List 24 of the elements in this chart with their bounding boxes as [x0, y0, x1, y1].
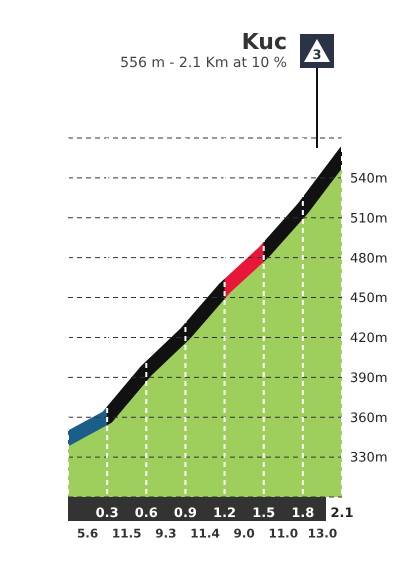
x-tick-label: 1.2: [213, 506, 236, 521]
text: 5.6: [76, 526, 98, 541]
text: 9.0: [234, 526, 255, 541]
y-tick-label: 420m: [350, 331, 388, 346]
y-tick-label: 330m: [350, 450, 388, 466]
text: 11.0: [268, 526, 298, 541]
chart-title: Kuc: [240, 30, 287, 55]
x-tick-label: 0.6: [134, 506, 158, 521]
y-tick-label: 390m: [350, 370, 388, 386]
x-tick-label: 0.9: [174, 506, 197, 521]
y-tick-label: 510m: [350, 211, 388, 226]
text: 11.5: [112, 526, 142, 541]
text: 9.3: [155, 526, 176, 541]
x-tick-label: 1.5: [252, 506, 276, 521]
text: 11.4: [190, 526, 220, 541]
y-tick-label: 540m: [350, 172, 388, 187]
text: 13.0: [308, 526, 338, 541]
x-tick-label: 0.3: [96, 506, 119, 521]
y-tick-label: 450m: [350, 291, 388, 306]
y-tick-label: 360m: [350, 410, 388, 426]
chart-subtitle: 556 m - 2.1 Km at 10 %: [120, 55, 287, 71]
y-tick-label: 480m: [350, 251, 388, 266]
x-tick-label: 1.8: [291, 506, 314, 521]
x-tick-label: 2.1: [330, 506, 354, 521]
